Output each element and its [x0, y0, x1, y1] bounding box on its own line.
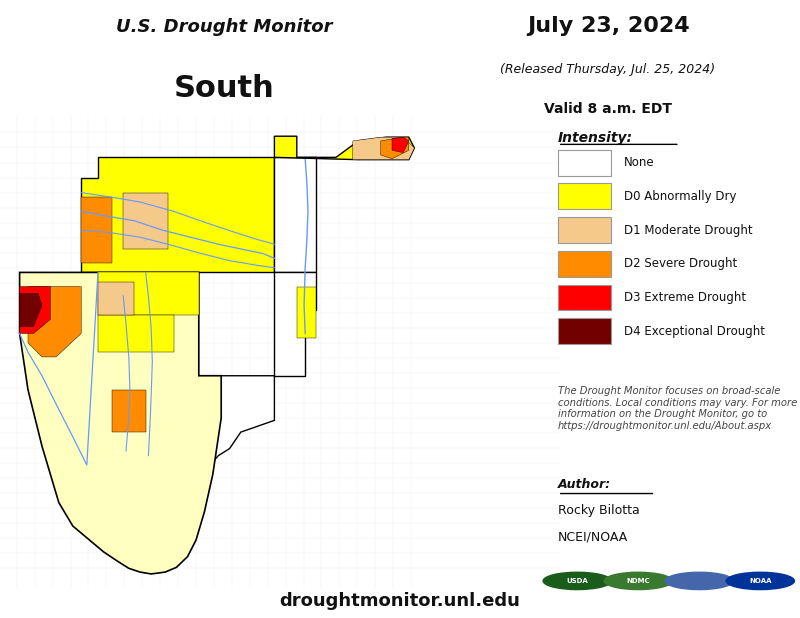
Circle shape — [665, 572, 734, 590]
Polygon shape — [19, 287, 50, 334]
Polygon shape — [274, 273, 316, 376]
Text: NDMC: NDMC — [626, 578, 650, 584]
Circle shape — [726, 572, 794, 590]
Bar — [558, 284, 611, 310]
Text: Valid 8 a.m. EDT: Valid 8 a.m. EDT — [544, 103, 672, 116]
Text: NOAA: NOAA — [749, 578, 771, 584]
Bar — [558, 184, 611, 210]
Polygon shape — [198, 376, 274, 465]
Text: Author:: Author: — [558, 478, 611, 491]
Text: D0 Abnormally Dry: D0 Abnormally Dry — [624, 190, 736, 203]
Polygon shape — [112, 390, 146, 432]
Bar — [558, 251, 611, 277]
Polygon shape — [28, 287, 82, 357]
Text: July 23, 2024: July 23, 2024 — [526, 15, 690, 36]
Bar — [558, 217, 611, 243]
Polygon shape — [274, 158, 316, 273]
Circle shape — [604, 572, 673, 590]
Text: D3 Extreme Drought: D3 Extreme Drought — [624, 291, 746, 304]
Text: USDA: USDA — [566, 578, 588, 584]
Polygon shape — [82, 197, 112, 263]
Polygon shape — [297, 287, 316, 338]
Text: D4 Exceptional Drought: D4 Exceptional Drought — [624, 324, 765, 338]
Text: D1 Moderate Drought: D1 Moderate Drought — [624, 224, 752, 237]
Polygon shape — [19, 273, 221, 574]
Bar — [558, 150, 611, 176]
Text: South: South — [174, 74, 274, 103]
Text: U.S. Drought Monitor: U.S. Drought Monitor — [116, 18, 332, 36]
Text: D2 Severe Drought: D2 Severe Drought — [624, 257, 737, 270]
Polygon shape — [353, 137, 414, 159]
Polygon shape — [98, 282, 134, 315]
Circle shape — [543, 572, 611, 590]
Text: None: None — [624, 156, 654, 169]
Text: droughtmonitor.unl.edu: droughtmonitor.unl.edu — [279, 592, 521, 611]
Polygon shape — [98, 273, 198, 315]
Text: Intensity:: Intensity: — [558, 132, 633, 145]
Polygon shape — [392, 137, 409, 153]
Polygon shape — [123, 193, 168, 249]
Text: The Drought Monitor focuses on broad-scale
conditions. Local conditions may vary: The Drought Monitor focuses on broad-sca… — [558, 386, 797, 431]
Text: (Released Thursday, Jul. 25, 2024): (Released Thursday, Jul. 25, 2024) — [501, 62, 715, 75]
Polygon shape — [98, 315, 174, 352]
Bar — [558, 318, 611, 344]
Text: Rocky Bilotta: Rocky Bilotta — [558, 504, 639, 517]
Text: NCEI/NOAA: NCEI/NOAA — [558, 530, 628, 543]
Polygon shape — [274, 136, 414, 159]
Polygon shape — [19, 294, 42, 326]
Polygon shape — [381, 137, 409, 159]
Polygon shape — [82, 158, 274, 273]
